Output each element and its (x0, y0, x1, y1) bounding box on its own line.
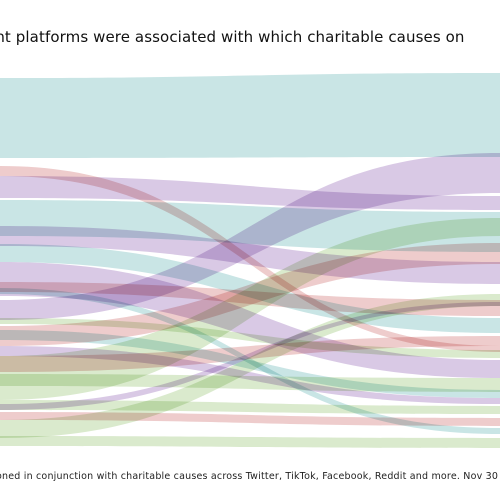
flow-ribbon-green (0, 294, 500, 438)
flow-ribbon-green (0, 374, 500, 392)
flow-ribbon-teal (0, 73, 500, 158)
flow-ribbon-purple (0, 176, 500, 210)
sankey-diagram (0, 73, 500, 448)
chart-title: ent platforms were associated with which… (0, 28, 465, 46)
flow-ribbon-green (0, 436, 500, 448)
footnote: oned in conjunction with charitable caus… (0, 471, 500, 482)
flow-ribbon-green (0, 400, 500, 414)
flow-ribbon-green (0, 218, 500, 400)
flow-ribbon-pink (0, 166, 500, 352)
flow-ribbon-green (0, 318, 500, 358)
